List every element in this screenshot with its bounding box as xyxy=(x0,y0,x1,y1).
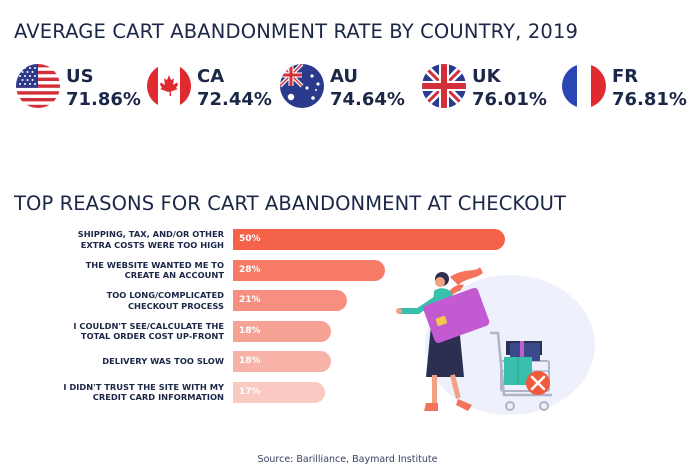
country-rate: 76.01% xyxy=(472,89,547,110)
reason-label-line: THE WEBSITE WANTED ME TO xyxy=(85,259,224,270)
reason-label: THE WEBSITE WANTED ME TO CREATE AN ACCOUN… xyxy=(24,260,224,281)
reason-label-line: I COULDN'T SEE/CALCULATE THE xyxy=(73,320,224,331)
shopper-illustration xyxy=(380,265,595,430)
bar xyxy=(233,351,331,372)
page-title: AVERAGE CART ABANDONMENT RATE BY COUNTRY… xyxy=(14,20,579,43)
country-rate: 76.81% xyxy=(612,89,687,110)
reason-label-line: I DIDN'T TRUST THE SITE WITH MY xyxy=(63,381,224,392)
bar xyxy=(233,290,348,311)
reason-label-line: TOO LONG/COMPLICATED xyxy=(106,290,224,300)
chart-title: TOP REASONS FOR CART ABANDONMENT AT CHEC… xyxy=(14,192,567,215)
reason-label: I COULDN'T SEE/CALCULATE THE TOTAL ORDER … xyxy=(24,321,224,342)
country-code: US xyxy=(66,66,94,87)
reason-label-line: EXTRA COSTS WERE TOO HIGH xyxy=(80,239,224,250)
reason-label-line: TOTAL ORDER COST UP-FRONT xyxy=(80,331,224,341)
source-note: Source: Barilliance, Baymard Institute xyxy=(257,454,438,465)
reason-label-line: CREDIT CARD INFORMATION xyxy=(92,392,224,402)
reasons-bar-chart: SHIPPING, TAX, AND/OR OTHER EXTRA COSTS W… xyxy=(0,226,695,411)
country-code: FR xyxy=(612,66,639,87)
country-code: UK xyxy=(472,66,501,87)
country-rate: 74.64% xyxy=(330,89,405,110)
country-code: CA xyxy=(197,66,225,87)
france-flag-icon xyxy=(562,64,606,108)
bar xyxy=(233,259,386,281)
reason-label-line: CREATE AN ACCOUNT xyxy=(124,270,224,280)
country-rate: 72.44% xyxy=(197,89,272,110)
canada-flag-icon xyxy=(147,64,191,108)
reason-label: I DIDN'T TRUST THE SITE WITH MY CREDIT CA… xyxy=(24,382,224,403)
reason-label-line: CHECKOUT PROCESS xyxy=(127,300,224,311)
bar xyxy=(233,229,505,250)
uk-flag-icon xyxy=(422,64,466,108)
bar-value-label: 17% xyxy=(239,386,261,397)
bar-value-label: 28% xyxy=(239,264,261,275)
bar-value-label: 18% xyxy=(239,325,261,336)
bar xyxy=(233,320,331,342)
bar-value-label: 18% xyxy=(239,356,261,366)
bar-value-label: 50% xyxy=(239,234,261,244)
country-code: AU xyxy=(330,66,358,87)
reason-label: DELIVERY WAS TOO SLOW xyxy=(24,356,224,367)
country-rates: US 71.86% CA 72.44% xyxy=(0,60,695,116)
reason-label: TOO LONG/COMPLICATED CHECKOUT PROCESS xyxy=(24,290,224,311)
australia-flag-icon xyxy=(280,64,324,108)
country-rate: 71.86% xyxy=(66,89,141,110)
reason-label-line: SHIPPING, TAX, AND/OR OTHER xyxy=(77,229,224,239)
bar-value-label: 21% xyxy=(239,295,261,305)
reason-label: SHIPPING, TAX, AND/OR OTHER EXTRA COSTS W… xyxy=(24,229,224,250)
bar xyxy=(233,381,326,403)
reason-label-line: DELIVERY WAS TOO SLOW xyxy=(102,356,224,366)
us-flag-icon xyxy=(16,64,60,108)
